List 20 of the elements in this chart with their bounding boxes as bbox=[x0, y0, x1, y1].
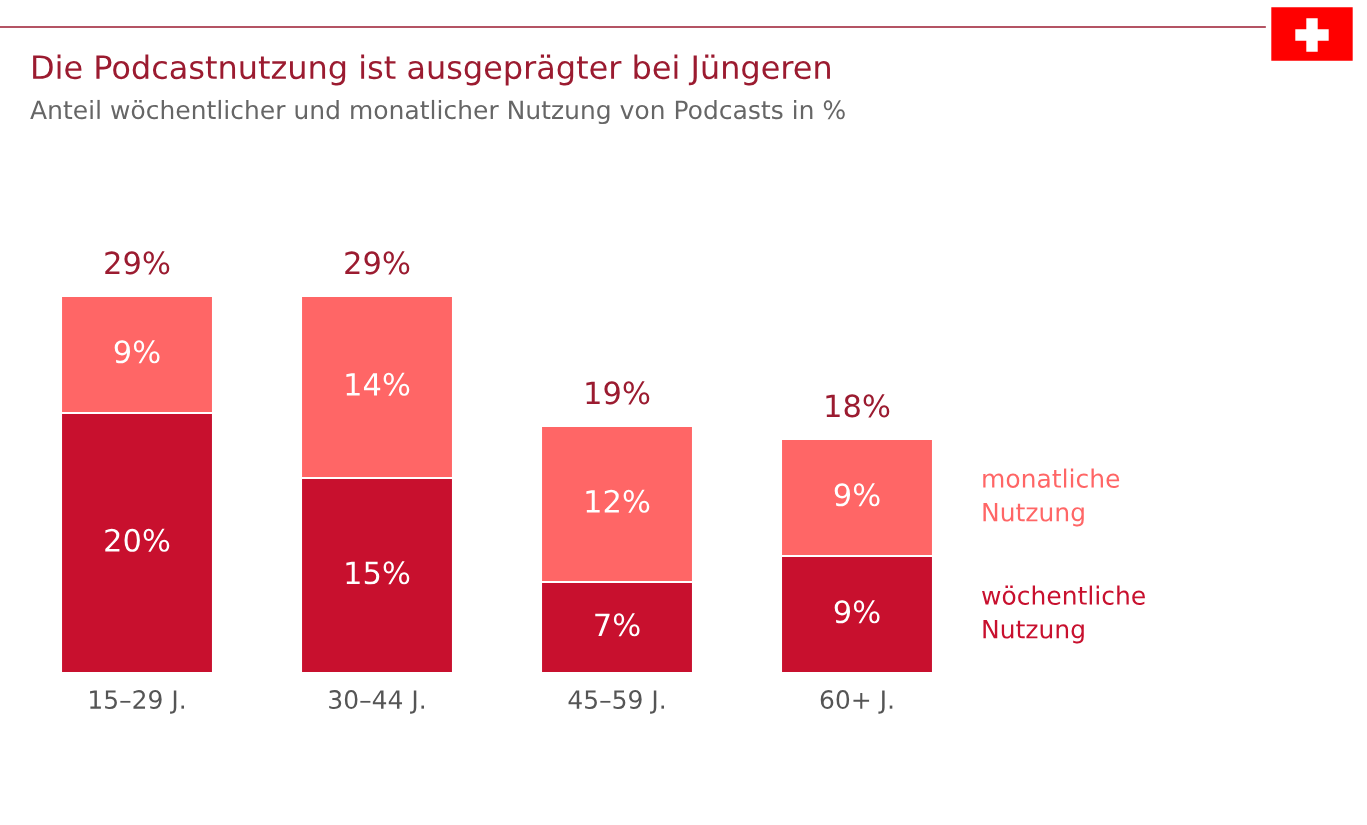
data-label: 9% bbox=[114, 340, 160, 364]
data-label: 12% bbox=[586, 489, 650, 513]
series-label: wöchentliche Nutzung bbox=[982, 585, 1145, 644]
data-label: 15% bbox=[346, 561, 410, 585]
total-label: 29% bbox=[345, 251, 410, 275]
chart-title: Die Podcastnutzung ist ausgeprägter bei Jüngeren bbox=[33, 54, 830, 86]
x-tick-label: 30–44 J. bbox=[329, 690, 424, 714]
text: monatliche Nutzung bbox=[983, 468, 1120, 527]
data-label: 14% bbox=[346, 372, 410, 396]
x-tick-label: 60+ J. bbox=[820, 690, 893, 714]
data-label: 9% bbox=[834, 600, 880, 624]
total-label: 29% bbox=[105, 251, 170, 275]
data-label: 20% bbox=[105, 528, 170, 552]
x-tick-label: 45–59 J. bbox=[568, 690, 664, 714]
total-label: 19% bbox=[586, 381, 650, 405]
data-label: 9% bbox=[834, 483, 880, 507]
data-label: 7% bbox=[595, 613, 640, 637]
x-tick-label: 15–29 J. bbox=[90, 690, 184, 714]
total-label: 18% bbox=[826, 394, 890, 418]
chart-subtitle: Anteil wöchentlicher und monatlicher Nutzung von Podcasts in % bbox=[30, 99, 845, 125]
